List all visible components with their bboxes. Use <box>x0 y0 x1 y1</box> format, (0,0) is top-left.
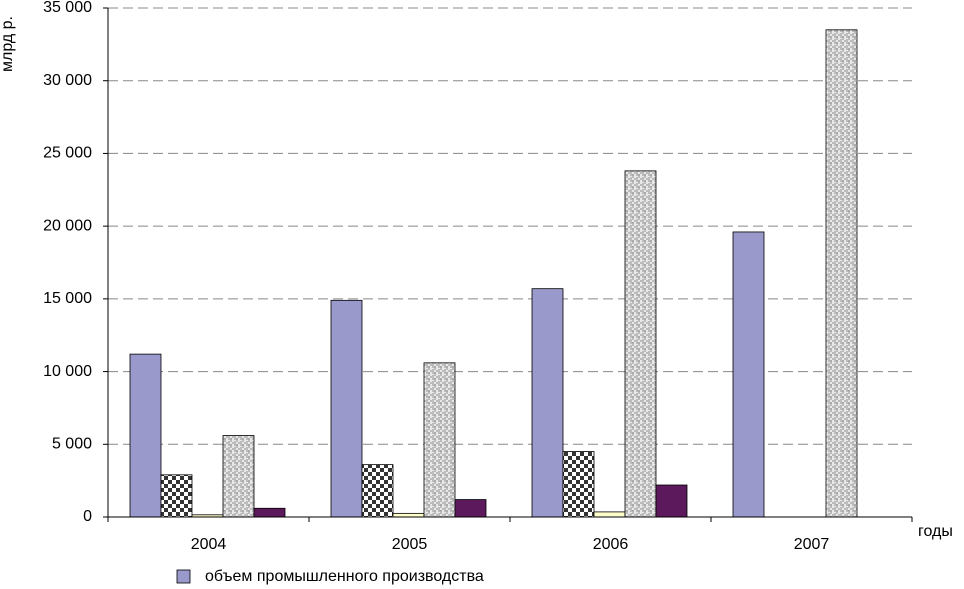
y-tick-label: 35 000 <box>43 0 92 16</box>
bar <box>253 507 286 518</box>
bar <box>361 464 394 518</box>
y-tick-label: 25 000 <box>43 145 92 162</box>
x-tick-label: 2005 <box>392 536 428 553</box>
y-tick-label: 0 <box>83 508 92 525</box>
bar <box>129 353 162 518</box>
y-axis-label: млрд р. <box>0 16 16 72</box>
y-tick-label: 15 000 <box>43 290 92 307</box>
bar <box>655 484 688 518</box>
legend-swatch <box>176 569 191 584</box>
y-tick-label: 20 000 <box>43 217 92 234</box>
bar <box>160 474 193 518</box>
bar <box>222 435 255 518</box>
x-tick-label: 2004 <box>191 536 227 553</box>
bar <box>531 288 564 518</box>
x-tick-label: 2007 <box>794 536 830 553</box>
bar <box>593 511 626 518</box>
bar <box>732 231 765 518</box>
y-tick-label: 10 000 <box>43 363 92 380</box>
y-tick-label: 30 000 <box>43 72 92 89</box>
y-tick-label: 5 000 <box>52 436 92 453</box>
bar <box>454 499 487 518</box>
legend-label: объем промышленного производства <box>205 568 484 585</box>
bar <box>825 29 858 518</box>
bar <box>423 362 456 518</box>
bar <box>392 512 425 518</box>
bar <box>624 170 657 518</box>
x-axis-label: годы <box>918 523 953 540</box>
x-tick-label: 2006 <box>593 536 629 553</box>
bar <box>562 451 595 518</box>
bar <box>330 299 363 518</box>
